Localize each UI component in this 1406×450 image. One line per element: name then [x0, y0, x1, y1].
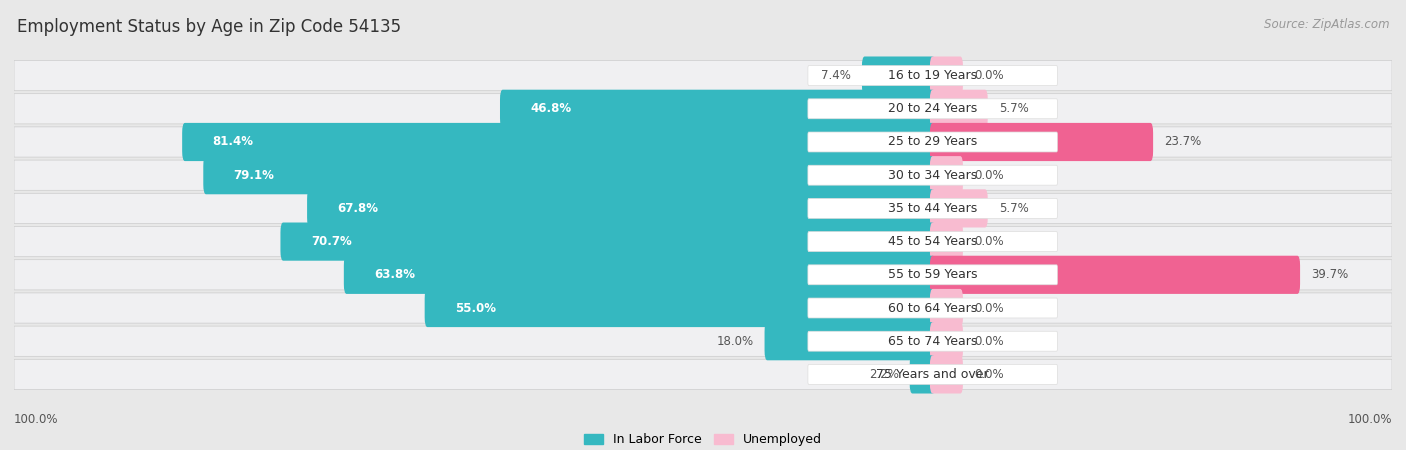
FancyBboxPatch shape [808, 198, 1057, 218]
Text: 100.0%: 100.0% [1347, 413, 1392, 426]
FancyBboxPatch shape [307, 189, 935, 228]
FancyBboxPatch shape [929, 189, 988, 228]
FancyBboxPatch shape [808, 132, 1057, 152]
FancyBboxPatch shape [14, 326, 1392, 356]
FancyBboxPatch shape [929, 356, 963, 393]
FancyBboxPatch shape [929, 289, 963, 327]
FancyBboxPatch shape [14, 194, 1392, 224]
Legend: In Labor Force, Unemployed: In Labor Force, Unemployed [579, 428, 827, 450]
Text: 81.4%: 81.4% [212, 135, 253, 148]
Text: 45 to 54 Years: 45 to 54 Years [889, 235, 977, 248]
Text: 67.8%: 67.8% [337, 202, 378, 215]
Text: 5.7%: 5.7% [998, 202, 1029, 215]
FancyBboxPatch shape [929, 222, 963, 261]
Text: 39.7%: 39.7% [1312, 268, 1348, 281]
Text: 16 to 19 Years: 16 to 19 Years [889, 69, 977, 82]
FancyBboxPatch shape [14, 127, 1392, 157]
Text: 0.0%: 0.0% [974, 368, 1004, 381]
FancyBboxPatch shape [808, 265, 1057, 285]
FancyBboxPatch shape [14, 359, 1392, 390]
Text: 0.0%: 0.0% [974, 335, 1004, 348]
Text: 46.8%: 46.8% [530, 102, 571, 115]
Text: 79.1%: 79.1% [233, 169, 274, 182]
FancyBboxPatch shape [862, 57, 935, 94]
Text: 2.2%: 2.2% [869, 368, 898, 381]
FancyBboxPatch shape [501, 90, 935, 128]
Text: 30 to 34 Years: 30 to 34 Years [889, 169, 977, 182]
FancyBboxPatch shape [14, 293, 1392, 323]
FancyBboxPatch shape [910, 356, 935, 393]
Text: 63.8%: 63.8% [374, 268, 415, 281]
Text: 70.7%: 70.7% [311, 235, 352, 248]
FancyBboxPatch shape [808, 66, 1057, 86]
FancyBboxPatch shape [929, 123, 1153, 161]
FancyBboxPatch shape [929, 256, 1301, 294]
FancyBboxPatch shape [14, 60, 1392, 91]
Text: 0.0%: 0.0% [974, 302, 1004, 315]
Text: Source: ZipAtlas.com: Source: ZipAtlas.com [1264, 18, 1389, 31]
FancyBboxPatch shape [929, 156, 963, 194]
FancyBboxPatch shape [808, 298, 1057, 318]
FancyBboxPatch shape [808, 165, 1057, 185]
FancyBboxPatch shape [808, 364, 1057, 384]
FancyBboxPatch shape [14, 260, 1392, 290]
FancyBboxPatch shape [929, 57, 963, 94]
FancyBboxPatch shape [929, 90, 988, 128]
Text: 23.7%: 23.7% [1164, 135, 1201, 148]
FancyBboxPatch shape [280, 222, 935, 261]
FancyBboxPatch shape [204, 156, 935, 194]
Text: 75 Years and over: 75 Years and over [876, 368, 988, 381]
Text: 0.0%: 0.0% [974, 169, 1004, 182]
Text: 0.0%: 0.0% [974, 69, 1004, 82]
Text: 7.4%: 7.4% [821, 69, 851, 82]
FancyBboxPatch shape [183, 123, 935, 161]
Text: 5.7%: 5.7% [998, 102, 1029, 115]
FancyBboxPatch shape [808, 331, 1057, 351]
Text: Employment Status by Age in Zip Code 54135: Employment Status by Age in Zip Code 541… [17, 18, 401, 36]
FancyBboxPatch shape [14, 160, 1392, 190]
Text: 25 to 29 Years: 25 to 29 Years [889, 135, 977, 148]
Text: 60 to 64 Years: 60 to 64 Years [889, 302, 977, 315]
FancyBboxPatch shape [808, 99, 1057, 119]
FancyBboxPatch shape [344, 256, 935, 294]
Text: 65 to 74 Years: 65 to 74 Years [889, 335, 977, 348]
Text: 20 to 24 Years: 20 to 24 Years [889, 102, 977, 115]
Text: 0.0%: 0.0% [974, 235, 1004, 248]
FancyBboxPatch shape [929, 322, 963, 360]
FancyBboxPatch shape [425, 289, 935, 327]
Text: 18.0%: 18.0% [717, 335, 754, 348]
FancyBboxPatch shape [765, 322, 935, 360]
Text: 55 to 59 Years: 55 to 59 Years [889, 268, 977, 281]
Text: 100.0%: 100.0% [14, 413, 59, 426]
FancyBboxPatch shape [808, 232, 1057, 252]
Text: 35 to 44 Years: 35 to 44 Years [889, 202, 977, 215]
Text: 55.0%: 55.0% [456, 302, 496, 315]
FancyBboxPatch shape [14, 226, 1392, 256]
FancyBboxPatch shape [14, 94, 1392, 124]
